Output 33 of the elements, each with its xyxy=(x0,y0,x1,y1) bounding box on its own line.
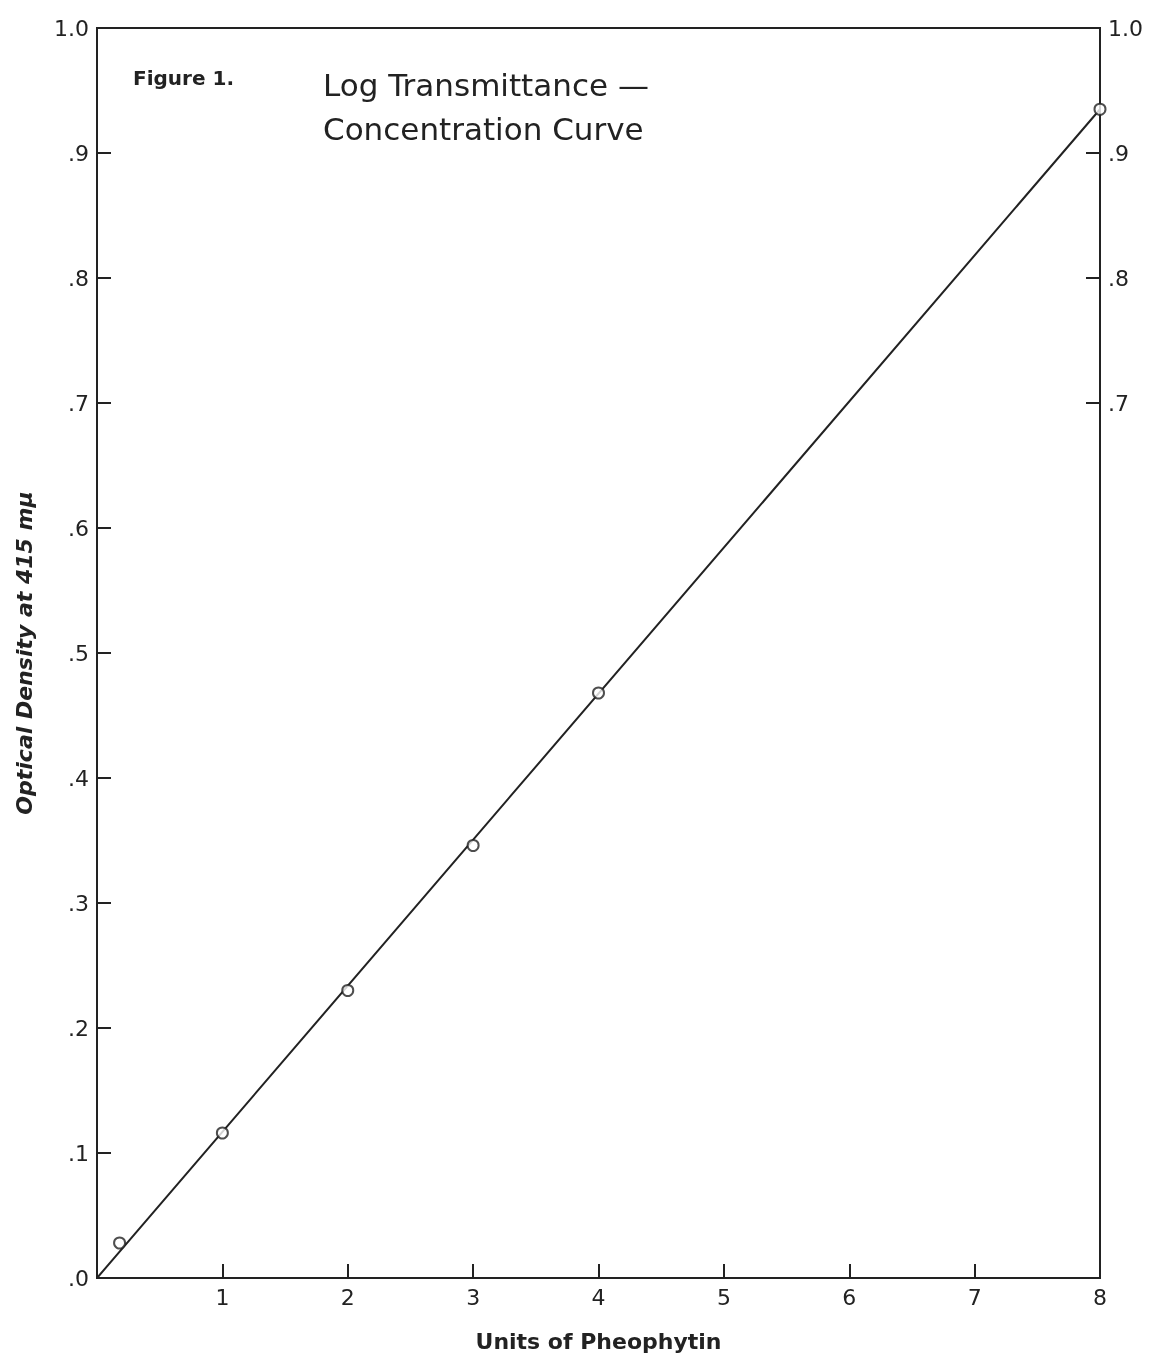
y-tick-label: .0 xyxy=(68,1265,89,1291)
y-tick-label: .8 xyxy=(68,265,89,291)
y2-tick-label: .9 xyxy=(1108,140,1129,166)
point xyxy=(341,984,355,997)
y-axis-title: Optical Density at 415 mμ xyxy=(11,491,37,815)
point xyxy=(466,839,480,852)
y-tick-label: .3 xyxy=(68,890,89,916)
text: Log Transmittance — Concentration Curve xyxy=(323,67,659,147)
y-tick-label: .4 xyxy=(68,765,89,791)
x-tick-label: 5 xyxy=(716,1284,731,1310)
y-tick-label: .1 xyxy=(68,1140,89,1166)
point xyxy=(1093,102,1107,116)
y-tick-label: 1.0 xyxy=(54,15,89,41)
point xyxy=(592,686,605,700)
y-tick-label: .9 xyxy=(68,140,89,166)
x-tick-label: 8 xyxy=(1093,1284,1107,1310)
point xyxy=(113,1236,127,1250)
point xyxy=(215,1126,229,1140)
y-tick-label: .5 xyxy=(68,640,89,666)
x-tick-label: 4 xyxy=(591,1284,606,1310)
y-tick-label: .7 xyxy=(68,390,89,416)
y2-tick-label: 1.0 xyxy=(1108,15,1143,41)
x-axis-title: Units of Pheophytin xyxy=(475,1328,722,1354)
x-tick-label: 3 xyxy=(466,1284,481,1310)
x-tick-label: 6 xyxy=(842,1284,857,1310)
x-tick-label: 2 xyxy=(340,1284,355,1310)
y-tick-label: .6 xyxy=(68,515,89,541)
y2-tick-label: .8 xyxy=(1108,265,1129,291)
y-tick-label: .2 xyxy=(68,1015,89,1041)
x-tick-label: 7 xyxy=(967,1284,982,1310)
y2-tick-label: .7 xyxy=(1108,390,1129,416)
annotation: Figure 1. xyxy=(133,66,234,90)
x-tick-label: 1 xyxy=(215,1284,230,1310)
